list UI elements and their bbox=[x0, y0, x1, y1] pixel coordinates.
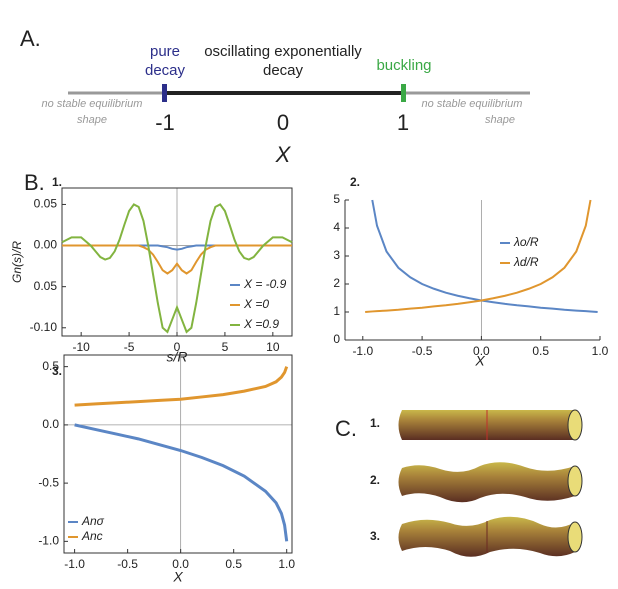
y-tick-label: -1.0 bbox=[38, 534, 59, 548]
item-label: 2. bbox=[370, 473, 380, 487]
series-line bbox=[371, 199, 598, 313]
series-line bbox=[74, 423, 289, 542]
y-tick-label: 0.5 bbox=[42, 359, 59, 373]
oscillating-label: decay bbox=[263, 62, 304, 79]
x-tick-label: -10 bbox=[72, 340, 90, 354]
x-tick-label: 10 bbox=[266, 340, 280, 354]
chart-title: 1. bbox=[52, 175, 62, 189]
note: no stable equilibrium bbox=[42, 98, 143, 110]
x-tick-label: 5 bbox=[222, 340, 229, 354]
tube-3 bbox=[398, 516, 583, 557]
x-tick-label: -0.5 bbox=[412, 344, 433, 358]
panel-label: A. bbox=[20, 26, 41, 51]
buckling-marker bbox=[401, 84, 406, 102]
y-tick-label: -0.10 bbox=[30, 320, 58, 334]
number-line-tick: -1 bbox=[155, 110, 175, 135]
y-tick-label: 0.05 bbox=[34, 197, 58, 211]
legend-label: λo/R bbox=[513, 235, 539, 249]
pure-decay-marker bbox=[162, 84, 167, 102]
decay-label: decay bbox=[145, 62, 186, 79]
tube-1 bbox=[398, 409, 583, 441]
x-tick-label: 0.0 bbox=[172, 557, 189, 571]
y-axis-label: Gn(s)/R bbox=[10, 241, 24, 283]
panel-label: C. bbox=[335, 416, 357, 441]
x-tick-label: 1.0 bbox=[278, 557, 295, 571]
series-line bbox=[61, 203, 293, 334]
chart-title: 2. bbox=[350, 175, 360, 189]
x-axis-label: s/R bbox=[167, 349, 188, 365]
y-tick-label: 2 bbox=[333, 276, 340, 290]
panel-label: B. bbox=[24, 170, 45, 195]
series-line bbox=[74, 366, 289, 407]
note: shape bbox=[77, 114, 107, 126]
y-tick-label: 5 bbox=[333, 192, 340, 206]
note: no stable equilibrium bbox=[422, 98, 523, 110]
x-tick-label: 0 bbox=[174, 340, 181, 354]
oscillating-label: oscillating exponentially bbox=[204, 43, 362, 60]
y-tick-label: 0.05 bbox=[34, 279, 58, 293]
plot-frame bbox=[63, 354, 293, 554]
x-tick-label: 1.0 bbox=[592, 344, 609, 358]
legend-label: X =0 bbox=[243, 297, 269, 311]
x-tick-label: -1.0 bbox=[352, 344, 373, 358]
y-tick-label: -0.5 bbox=[38, 475, 59, 489]
number-line-tick: 0 bbox=[277, 110, 289, 135]
item-label: 1. bbox=[370, 416, 380, 430]
x-tick-label: 0.5 bbox=[225, 557, 242, 571]
tube-2 bbox=[398, 462, 583, 503]
y-tick-label: 1 bbox=[333, 304, 340, 318]
legend-label: Anc bbox=[81, 529, 103, 543]
chart-title: 3. bbox=[52, 364, 62, 378]
pure-label: pure bbox=[150, 43, 180, 60]
legend-label: λd/R bbox=[513, 255, 539, 269]
legend-label: X =0.9 bbox=[243, 317, 279, 331]
buckling-label: buckling bbox=[376, 57, 431, 74]
y-tick-label: 0 bbox=[333, 332, 340, 346]
x-axis-label: X bbox=[172, 569, 183, 585]
x-tick-label: 0.5 bbox=[532, 344, 549, 358]
y-tick-label: 3 bbox=[333, 248, 340, 262]
x-tick-label: 0.0 bbox=[473, 344, 490, 358]
series-line bbox=[62, 244, 292, 275]
number-line-axis: X bbox=[275, 142, 292, 167]
legend-label: X = -0.9 bbox=[243, 277, 287, 291]
note: shape bbox=[485, 114, 515, 126]
number-line-tick: 1 bbox=[397, 110, 409, 135]
item-label: 3. bbox=[370, 529, 380, 543]
y-tick-label: 4 bbox=[333, 220, 340, 234]
y-tick-label: 0.00 bbox=[34, 238, 58, 252]
series-line bbox=[365, 199, 592, 313]
x-axis-label: X bbox=[474, 353, 485, 369]
x-tick-label: -1.0 bbox=[64, 557, 85, 571]
legend-label: Anσ bbox=[81, 514, 105, 528]
x-tick-label: -5 bbox=[124, 340, 135, 354]
y-tick-label: 0.0 bbox=[42, 417, 59, 431]
x-tick-label: -0.5 bbox=[117, 557, 138, 571]
